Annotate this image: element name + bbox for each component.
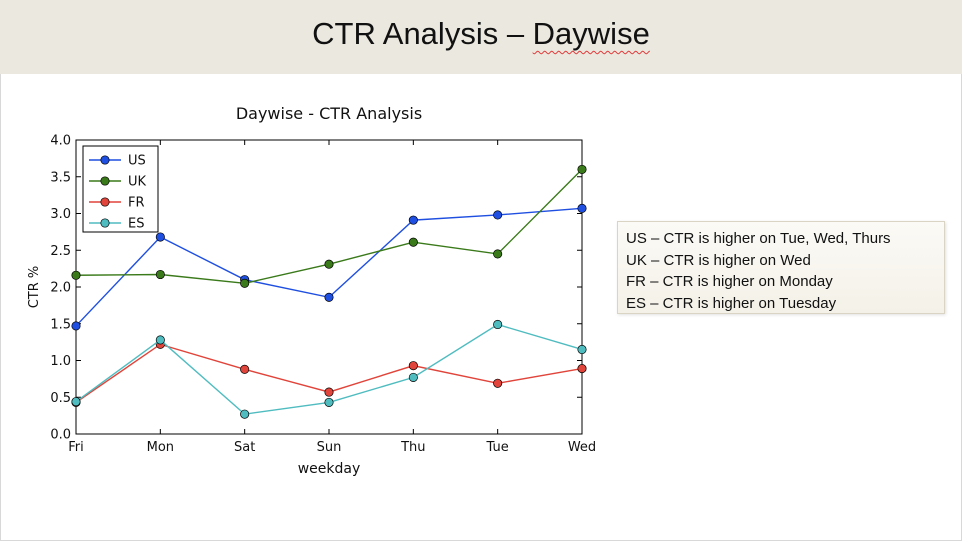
y-tick-label: 2.5 <box>50 244 71 259</box>
point-us-wed <box>577 203 587 213</box>
y-tick-label: 1.5 <box>50 317 71 332</box>
y-tick-label: 1.0 <box>50 354 71 369</box>
legend-marker-fr <box>100 197 110 207</box>
point-us-fri <box>71 321 81 331</box>
chart-title: Daywise - CTR Analysis <box>236 104 422 123</box>
x-tick-label: Tue <box>486 440 509 455</box>
x-axis-label: weekday <box>298 461 361 477</box>
point-us-tue <box>493 210 503 220</box>
point-fr-tue <box>493 378 503 388</box>
y-tick-label: 0.5 <box>50 391 71 406</box>
slide-title-emphasis: Daywise <box>532 16 650 51</box>
note-fr: FR – CTR is higher on Monday <box>626 273 833 290</box>
point-es-wed <box>577 344 587 355</box>
point-fr-sat <box>240 364 250 374</box>
legend-label-fr: FR <box>128 196 145 211</box>
y-tick-label: 4.0 <box>50 134 71 149</box>
legend-box <box>82 145 159 233</box>
point-fr-sun <box>324 387 334 397</box>
x-tick-label: Sun <box>317 440 342 455</box>
slide-title: CTR Analysis – Daywise <box>0 16 962 52</box>
point-uk-mon <box>155 269 165 280</box>
legend-marker-es <box>100 218 110 228</box>
legend-label-es: ES <box>128 217 144 232</box>
legend-label-us: US <box>128 154 146 169</box>
note-uk: UK – CTR is higher on Wed <box>626 251 811 269</box>
note-us: US – CTR is higher on Tue, Wed, Thurs <box>626 230 891 247</box>
point-us-sun <box>324 292 334 302</box>
point-us-thu <box>408 215 418 225</box>
point-es-fri <box>71 397 81 407</box>
point-es-thu <box>408 372 418 382</box>
point-es-tue <box>493 319 503 330</box>
point-uk-fri <box>71 270 81 280</box>
x-tick-label: Mon <box>147 440 174 455</box>
point-fr-thu <box>408 361 418 371</box>
slide-header: CTR Analysis – Daywise <box>0 0 962 74</box>
x-tick-label: Thu <box>400 440 425 455</box>
point-uk-tue <box>493 249 503 259</box>
point-us-mon <box>155 232 165 242</box>
legend-marker-uk <box>100 176 110 186</box>
x-tick-label: Wed <box>568 440 596 455</box>
y-tick-label: 2.0 <box>50 281 71 296</box>
point-uk-sat <box>240 278 250 288</box>
y-tick-label: 3.5 <box>50 170 71 185</box>
point-uk-sun <box>324 259 334 269</box>
y-tick-label: 3.0 <box>50 207 71 222</box>
point-fr-wed <box>577 364 587 374</box>
x-tick-label: Sat <box>234 440 255 455</box>
point-es-mon <box>155 335 165 345</box>
ctr-line-chart: Daywise - CTR Analysis 0.0 0.5 1.0 1.5 2.0 2.5… <box>27 104 596 477</box>
y-tick-label: 0.0 <box>50 428 71 443</box>
legend-label-uk: UK <box>128 175 147 190</box>
notes-box: US – CTR is higher on Tue, Wed, Thurs UK… <box>617 221 945 314</box>
point-es-sat <box>240 409 250 419</box>
note-es: ES – CTR is higher on Tuesday <box>626 294 837 312</box>
legend-marker-us <box>100 155 110 165</box>
x-tick-label: Fri <box>68 440 84 455</box>
y-axis-label: CTR % <box>27 266 42 309</box>
slide-title-prefix: CTR Analysis – <box>312 16 533 51</box>
point-uk-wed <box>577 164 587 174</box>
point-es-sun <box>324 397 334 407</box>
point-uk-thu <box>408 237 418 247</box>
